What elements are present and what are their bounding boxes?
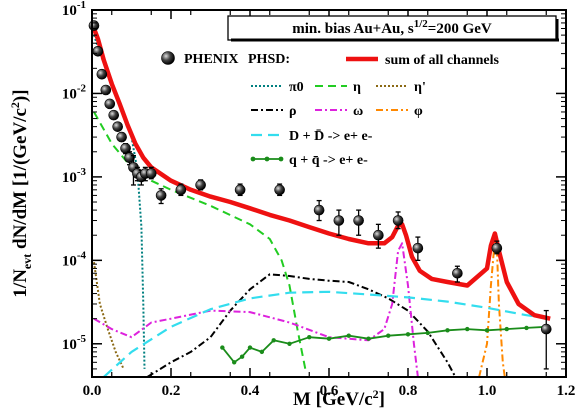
data-point	[100, 84, 112, 96]
x-tick-label: 1.2	[557, 383, 576, 399]
data-point	[175, 184, 187, 196]
data-point	[491, 242, 503, 254]
legend-label-: ω	[353, 104, 363, 119]
x-axis-title: M [GeV/c2​]	[293, 387, 385, 410]
data-point	[104, 98, 116, 110]
data-point	[353, 215, 364, 226]
data-point	[145, 168, 157, 179]
y-axis-title: 1/Nevt​ dN/dM [1/(GeV/c2​)]	[8, 89, 34, 297]
series-line-sum-of-all-channels	[92, 27, 551, 321]
qqbar-marker	[307, 334, 312, 340]
legend-label-d-d-e-e: D + D̄ -> e+ e-	[289, 129, 373, 144]
qqbar-marker	[287, 341, 292, 346]
series-line-q-q-e-e	[221, 325, 547, 364]
x-tick-label: 0.6	[320, 383, 339, 399]
legend-data-marker	[161, 51, 175, 65]
curves-group	[92, 27, 551, 377]
legend-qq-marker	[250, 156, 256, 162]
legend-label-: η	[353, 80, 361, 95]
data-point	[452, 267, 463, 279]
x-tick-label: 0.8	[399, 383, 418, 399]
legend-label-q-q-e-e: q + q̄ -> e+ e-	[289, 153, 368, 168]
data-point	[234, 184, 246, 196]
data-point	[392, 215, 404, 226]
qqbar-marker	[220, 345, 225, 350]
qqbar-marker	[445, 328, 450, 333]
data-point	[274, 184, 285, 196]
data-point	[373, 229, 384, 241]
y-tick-label: 10-3	[62, 166, 87, 186]
x-tick-label: 0.4	[241, 383, 260, 399]
qqbar-marker	[524, 325, 529, 331]
qqbar-marker	[239, 354, 245, 359]
qqbar-marker	[504, 326, 509, 332]
series-line-	[146, 273, 457, 377]
series-line-d-d-e-e	[103, 290, 551, 377]
qqbar-marker	[484, 328, 490, 333]
legend-label-0: π0	[289, 80, 304, 95]
data-point	[112, 121, 123, 132]
legend-label-sum-of-all-channels: sum of all channels	[385, 53, 500, 68]
legend-label-: ρ	[289, 104, 297, 119]
y-tick-label: 10-1	[62, 0, 86, 19]
qqbar-marker	[259, 349, 265, 355]
series-line-	[93, 242, 419, 377]
x-tick-label: 1.0	[478, 383, 497, 399]
data-point	[88, 20, 100, 31]
qqbar-marker	[232, 360, 237, 365]
y-tick-label: 10-5	[62, 333, 87, 353]
data-point	[333, 215, 345, 226]
x-tick-label: 0.2	[162, 383, 181, 399]
qqbar-marker	[346, 333, 351, 338]
legend-qq-marker	[264, 156, 270, 162]
chart-title: min. bias Au+Au, s1/2=200 GeV	[292, 18, 492, 37]
qqbar-marker	[425, 330, 430, 336]
qqbar-marker	[386, 333, 391, 338]
x-tick-label: 0.0	[83, 383, 102, 399]
data-point	[412, 242, 424, 254]
y-tick-label: 10-2	[62, 82, 87, 102]
qqbar-marker	[405, 332, 411, 337]
legend-label-: η'	[414, 80, 426, 95]
legend-label-: φ	[414, 104, 423, 119]
data-point	[195, 179, 206, 191]
y-tick-label: 10-4	[62, 249, 87, 269]
legend-model-label: PHSD:	[248, 52, 290, 67]
data-point	[155, 190, 167, 201]
legend-data-label: PHENIX	[184, 52, 238, 67]
qqbar-marker	[247, 345, 253, 350]
qqbar-marker	[271, 338, 276, 343]
series-line-0	[93, 34, 146, 369]
data-point	[96, 68, 108, 80]
series-line-	[93, 262, 125, 370]
data-point	[116, 131, 127, 143]
title-box	[227, 15, 557, 41]
qqbar-marker	[366, 336, 371, 341]
qqbar-marker	[326, 336, 332, 341]
data-point	[108, 109, 120, 121]
data-point	[92, 45, 104, 57]
data-point	[120, 143, 131, 154]
data-point	[540, 323, 552, 335]
data-point	[313, 204, 325, 216]
qqbar-marker	[465, 326, 470, 332]
legend-qq-marker	[278, 156, 284, 162]
